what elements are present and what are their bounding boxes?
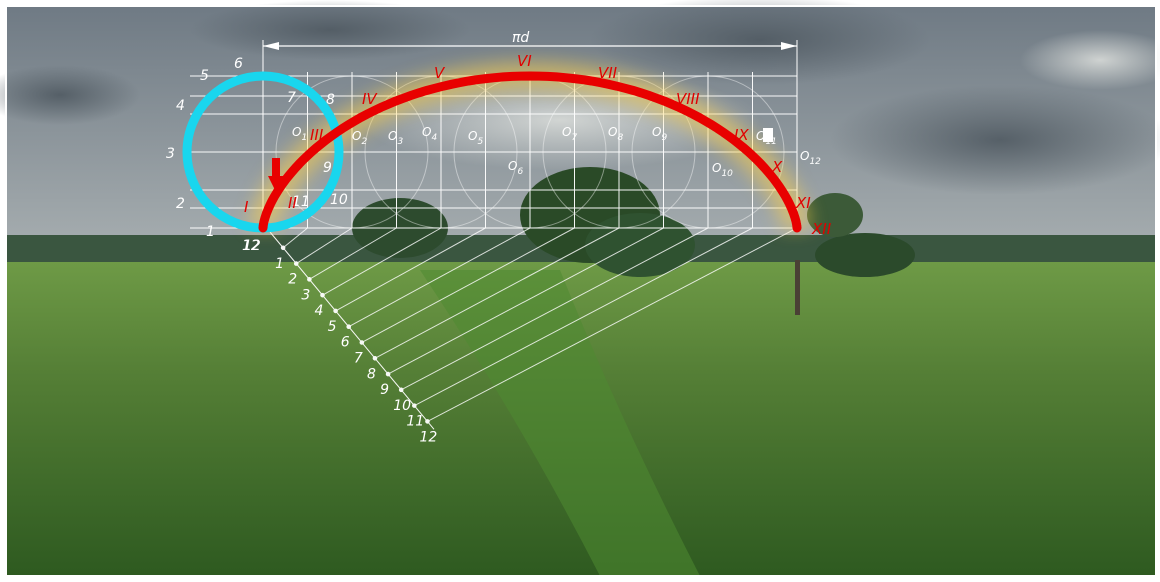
dimension-label: πd [512, 30, 529, 46]
scale-tick [398, 387, 404, 393]
circle-point-label: 10 [330, 192, 348, 208]
diagonal-scale-label: 8 [367, 366, 376, 382]
circle-point-label: 1 [206, 224, 215, 240]
circle-point-label: 6 [234, 56, 243, 72]
cycloid-point-label: VI [517, 52, 532, 70]
projection-line [295, 227, 353, 264]
marker [763, 128, 773, 142]
circle-point-label: 3 [166, 146, 175, 162]
cycloid-point-label: V [434, 64, 446, 82]
cloud [830, 85, 1160, 195]
scale-tick [412, 403, 417, 408]
projection-line [348, 227, 531, 328]
circle-point-label: 5 [200, 68, 209, 84]
projection-line [309, 227, 397, 280]
circle-point-label: 8 [326, 92, 335, 108]
diagonal-scale-label: 6 [341, 335, 350, 351]
cycloid-point-label: VII [598, 64, 618, 82]
scale-tick [372, 355, 378, 361]
scale-tick [293, 261, 299, 266]
circle-point-label: 11 [292, 194, 310, 210]
projection-line [427, 227, 798, 422]
cloud [590, 0, 930, 85]
diagonal-scale-label: 10 [393, 398, 411, 414]
cycloid-point-label: III [310, 126, 324, 144]
diagonal-scale-label: 4 [314, 303, 323, 319]
cycloid-point-label: X [771, 158, 783, 176]
cycloid-curve [258, 71, 802, 233]
scale-tick [280, 245, 286, 251]
cycloid-point-label: I [244, 198, 249, 216]
projection-line [361, 227, 575, 343]
projection-line [400, 227, 709, 391]
circle-point-label: 4 [176, 98, 185, 114]
cloud [0, 65, 140, 125]
cycloid-point-label: XII [811, 220, 832, 238]
scale-tick [320, 292, 325, 298]
diagonal-scale-label: 11 [406, 414, 424, 430]
scale-tick [346, 324, 352, 330]
cycloid-point-label: XI [795, 194, 811, 212]
diagonal-scale-label: 7 [354, 350, 363, 366]
projection-line [335, 227, 486, 312]
scale-tick [425, 419, 430, 424]
circle-point-label: 12 [242, 238, 260, 254]
diagonal-scale-label: 3 [301, 287, 310, 303]
cloud [190, 0, 470, 60]
circle-point-label: 2 [176, 196, 185, 212]
scale-tick [359, 340, 365, 345]
cycloid-point-label: IV [362, 90, 378, 108]
projection-line [374, 227, 620, 359]
diagonal-scale-label: 1 [275, 256, 284, 272]
projection-line [282, 227, 308, 249]
cycloid-point-label: II [288, 194, 297, 212]
cloud [1020, 30, 1160, 90]
scale-tick [333, 308, 338, 314]
scale-tick [385, 371, 391, 377]
scale-tick [307, 277, 312, 282]
diagonal-scale-label: 12 [243, 238, 261, 254]
projection-line [322, 227, 442, 296]
cycloid-point-label: VIII [676, 90, 700, 108]
circle-point-label: 9 [323, 160, 332, 176]
circle-point-label: 7 [287, 90, 296, 106]
diagonal-scale-label: 9 [380, 382, 389, 398]
diagonal-scale-label: 5 [328, 319, 337, 335]
projection-line [387, 227, 664, 375]
grass-path [420, 270, 700, 576]
diagonal-scale-label: 12 [419, 429, 437, 445]
diagonal-scale-label: 2 [288, 272, 297, 288]
projection-line [414, 227, 753, 407]
cycloid-point-label: IX [734, 126, 749, 144]
down-arrow-icon [268, 158, 284, 192]
